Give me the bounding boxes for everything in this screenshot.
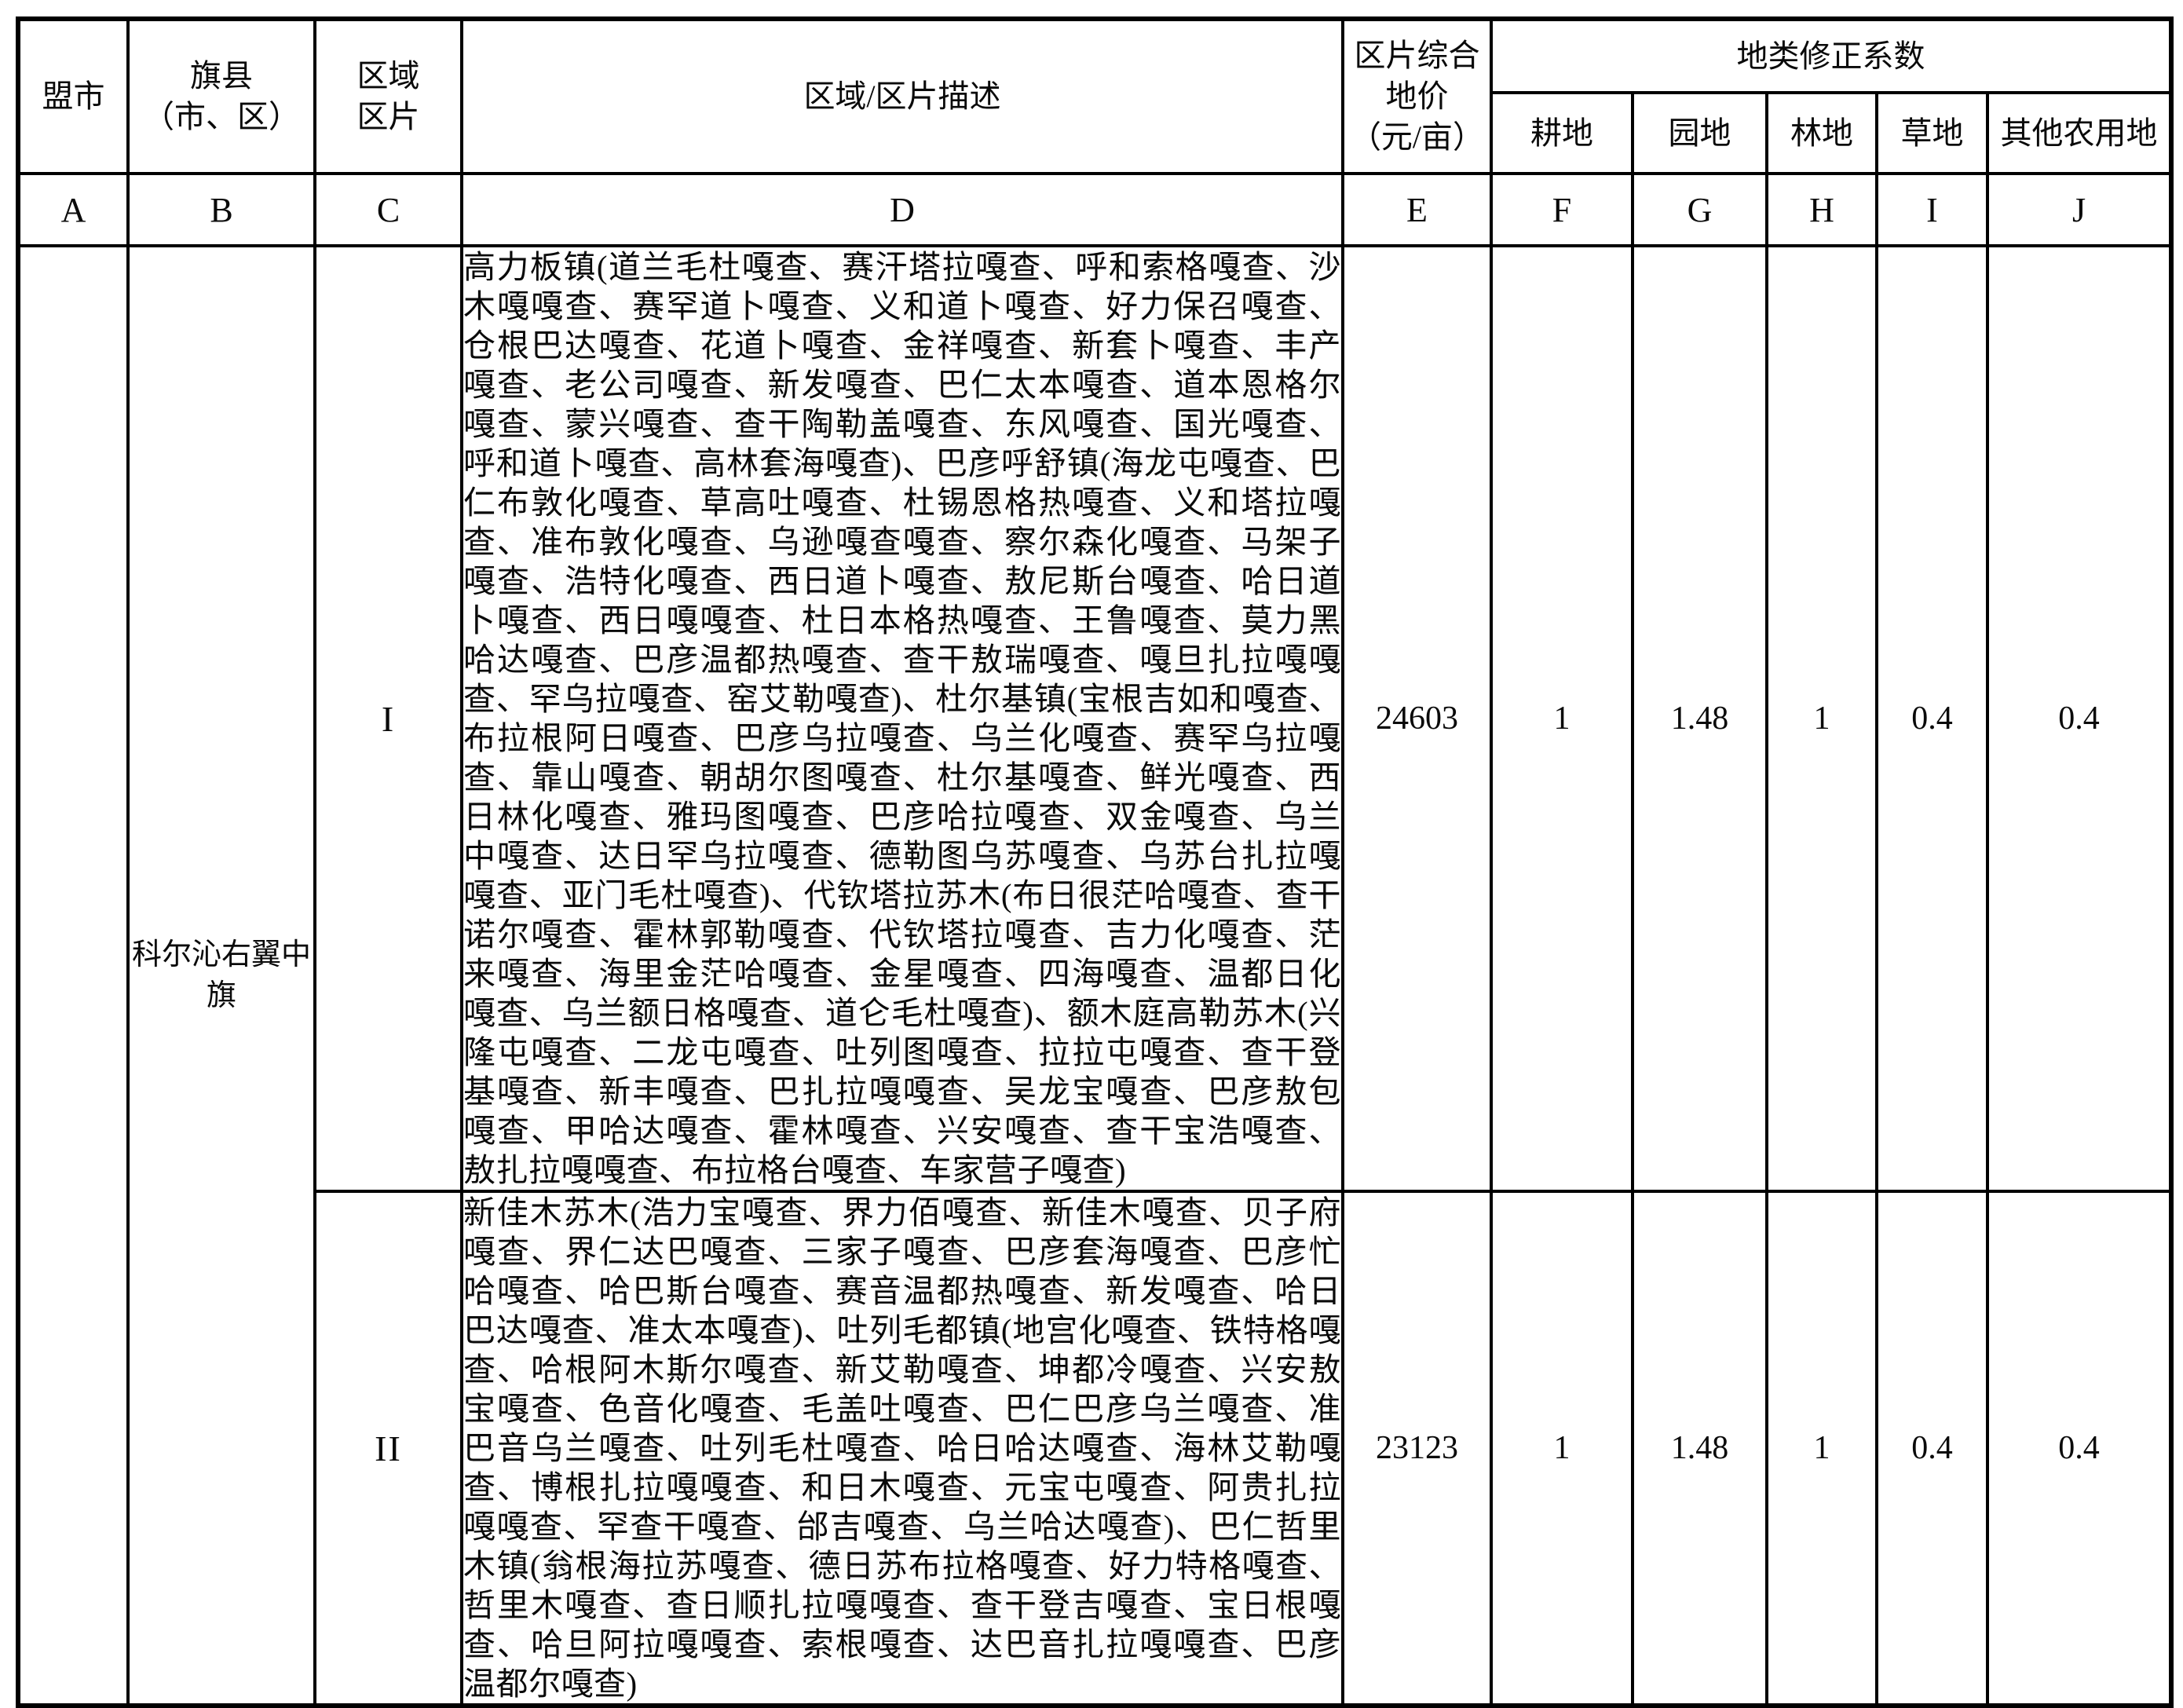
- letter-cell-i: I: [1875, 172, 1989, 247]
- header-forest: 林地: [1765, 91, 1878, 175]
- header-league-city: 盟市: [16, 17, 130, 175]
- cell-cropland-coef-1: 1: [1490, 244, 1634, 1193]
- letter-cell-e: E: [1341, 172, 1493, 247]
- letter-cell-j: J: [1986, 172, 2173, 247]
- table-row-zone-1: 科尔沁右翼中旗 I 高力板镇(道兰毛杜嘎查、赛汗塔拉嘎查、呼和索格嘎查、沙木嘎嘎…: [16, 244, 2173, 1707]
- header-coefficient-group: 地类修正系数: [1490, 17, 2173, 94]
- letter-cell-a: A: [16, 172, 130, 247]
- header-price: 区片综合 地价 （元/亩）: [1341, 17, 1493, 175]
- letter-cell-f: F: [1490, 172, 1634, 247]
- cell-grassland-coef-2: 0.4: [1875, 1190, 1989, 1707]
- header-garden: 园地: [1631, 91, 1768, 175]
- header-zone: 区域 区片: [313, 17, 463, 175]
- table-row-zone-2: II 新佳木苏木(浩力宝嘎查、界力佰嘎查、新佳木嘎查、贝子府嘎查、界仁达巴嘎查、…: [18, 1190, 2173, 1707]
- cell-banner-county: 科尔沁右翼中旗: [126, 244, 316, 1707]
- cell-forest-coef-1: 1: [1765, 244, 1878, 1193]
- cell-other-farmland-coef-1: 0.4: [1986, 244, 2173, 1193]
- cell-forest-coef-2: 1: [1765, 1190, 1878, 1707]
- header-other-farmland: 其他农用地: [1986, 91, 2173, 175]
- cell-zone-1: I: [313, 244, 463, 1193]
- cell-league-city: [16, 244, 130, 1707]
- cell-zone-2: II: [313, 1190, 463, 1707]
- cell-price-2: 23123: [1341, 1190, 1493, 1707]
- header-banner-county: 旗县 （市、区）: [126, 17, 316, 175]
- cell-price-1: 24603: [1341, 244, 1493, 1193]
- header-description: 区域/区片描述: [460, 17, 1344, 175]
- cell-other-farmland-coef-2: 0.4: [1986, 1190, 2173, 1707]
- letter-cell-d: D: [460, 172, 1344, 247]
- land-price-table: 盟市 旗县 （市、区） 区域 区片 区域/区片描述 区片综合 地价 （元/亩） …: [16, 16, 2174, 1708]
- header-row-sub: 耕地 园地 林地 草地 其他农用地: [18, 91, 2173, 175]
- cell-cropland-coef-2: 1: [1490, 1190, 1634, 1707]
- header-cropland: 耕地: [1490, 91, 1634, 175]
- header-row-top: 盟市 旗县 （市、区） 区域 区片 区域/区片描述 区片综合 地价 （元/亩） …: [16, 17, 2173, 175]
- cell-garden-coef-2: 1.48: [1631, 1190, 1768, 1707]
- cell-grassland-coef-1: 0.4: [1875, 244, 1989, 1193]
- cell-description-1: 高力板镇(道兰毛杜嘎查、赛汗塔拉嘎查、呼和索格嘎查、沙木嘎嘎查、赛罕道卜嘎查、义…: [460, 244, 1344, 1193]
- scanned-land-price-table-page: 盟市 旗县 （市、区） 区域 区片 区域/区片描述 区片综合 地价 （元/亩） …: [16, 16, 2174, 1708]
- cell-description-2: 新佳木苏木(浩力宝嘎查、界力佰嘎查、新佳木嘎查、贝子府嘎查、界仁达巴嘎查、三家子…: [460, 1190, 1344, 1707]
- letter-cell-g: G: [1631, 172, 1768, 247]
- header-grassland: 草地: [1875, 91, 1989, 175]
- letter-cell-c: C: [313, 172, 463, 247]
- letter-cell-b: B: [126, 172, 316, 247]
- cell-garden-coef-1: 1.48: [1631, 244, 1768, 1193]
- letter-cell-h: H: [1765, 172, 1878, 247]
- column-letter-row: A B C D E F G H I J: [16, 172, 2173, 247]
